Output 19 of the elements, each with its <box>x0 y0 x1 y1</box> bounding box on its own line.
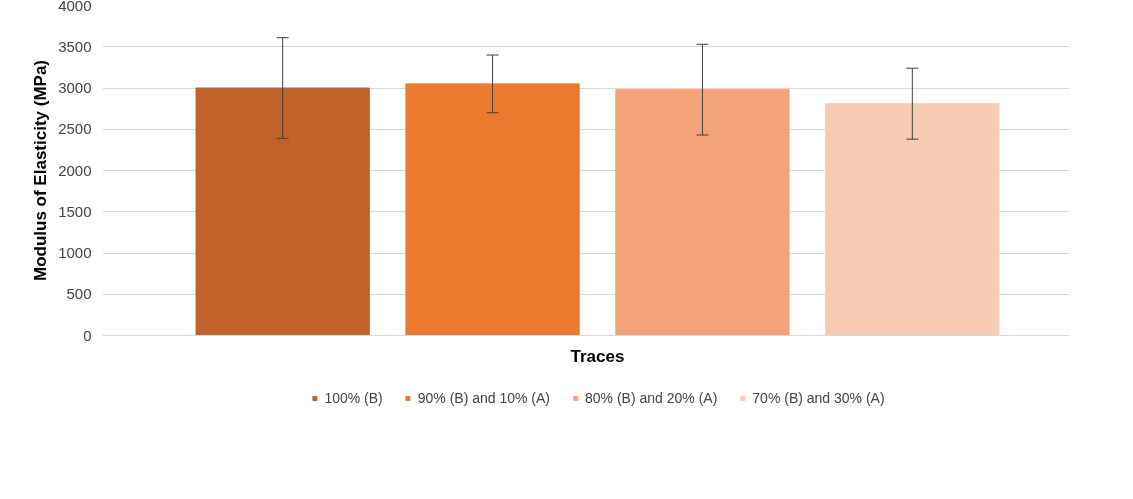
legend-label: 80% (B) and 20% (A) <box>585 390 718 406</box>
x-axis-title: Traces <box>570 346 625 366</box>
y-tick-label: 4000 <box>58 0 92 14</box>
bar <box>615 89 790 336</box>
y-tick-label: 0 <box>83 326 92 344</box>
y-axis-title: Modulus of Elasticity (MPa) <box>31 59 51 282</box>
legend-label: 100% (B) <box>324 390 383 406</box>
legend-label: 70% (B) and 30% (A) <box>752 390 885 406</box>
y-tick-label: 2000 <box>58 161 92 179</box>
y-tick-label: 1500 <box>58 202 92 220</box>
y-tick-label: 1000 <box>58 244 92 261</box>
bar <box>195 87 370 336</box>
bar <box>405 83 580 336</box>
legend-label: 90% (B) and 10% (A) <box>417 390 551 406</box>
bar <box>825 103 1000 336</box>
y-tick-label: 2500 <box>58 120 92 138</box>
y-tick-label: 500 <box>66 285 92 303</box>
y-tick-label: 3000 <box>58 79 92 96</box>
y-tick-label: 3500 <box>58 37 92 55</box>
